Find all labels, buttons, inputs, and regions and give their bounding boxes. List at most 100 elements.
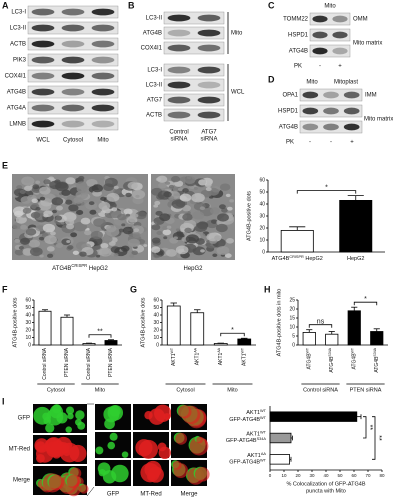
x-tick-label: Control siRNA — [86, 347, 92, 379]
blot-band — [167, 29, 191, 37]
y-tick-label: 20 — [153, 327, 159, 333]
red-signal — [34, 438, 49, 453]
y-tick-label: 40 — [259, 201, 265, 207]
texture — [113, 253, 119, 257]
texture — [55, 242, 64, 249]
superscript: WT — [260, 431, 267, 435]
texture — [73, 221, 87, 232]
y-tick-label: 30 — [259, 213, 265, 219]
column-header: Mito — [306, 80, 318, 86]
texture — [133, 228, 140, 233]
texture — [120, 245, 130, 252]
bar — [269, 454, 291, 465]
y-tick-label: 0 — [262, 249, 265, 255]
channel-label: GFP — [18, 416, 30, 422]
label-part: HepG2 — [347, 256, 364, 262]
texture — [182, 188, 189, 193]
texture — [44, 235, 57, 245]
texture — [95, 209, 102, 214]
texture — [60, 221, 65, 225]
x-tick-label: 50 — [337, 473, 343, 478]
x-tick-label: AKT1WT — [240, 347, 247, 366]
y-tick-label: 50 — [153, 305, 159, 311]
x-tick-label: PTEN siRNA — [108, 347, 114, 377]
significance-bracket — [353, 301, 378, 306]
blot-label: COX4I1 — [5, 74, 27, 80]
texture — [131, 189, 146, 200]
texture — [68, 204, 79, 212]
texture — [125, 213, 131, 217]
label-part: HepG2 — [87, 266, 108, 272]
label-part: ATG4B — [329, 356, 335, 373]
texture — [49, 180, 62, 190]
bar — [104, 340, 118, 346]
texture — [209, 207, 220, 215]
texture — [219, 204, 226, 210]
texture — [39, 186, 51, 195]
superscript: WT — [170, 347, 174, 353]
texture — [135, 211, 147, 220]
label-part: GFP-ATG4B — [229, 460, 260, 466]
x-tick-label: Control siRNA — [42, 347, 48, 379]
blot-band — [31, 56, 55, 64]
texture — [127, 181, 138, 190]
significance-bracket — [308, 324, 333, 328]
texture — [162, 229, 172, 236]
texture — [198, 179, 208, 186]
blot-band — [302, 107, 319, 115]
texture — [43, 210, 53, 217]
green-signal — [104, 418, 115, 430]
y-tick-label: 50 — [25, 305, 31, 311]
compartment-label: IMM — [365, 93, 377, 99]
texture — [132, 213, 139, 218]
texture — [100, 196, 107, 201]
pk-lane: - — [309, 140, 311, 146]
significance-bracket — [296, 190, 357, 194]
panel-letter: G — [130, 284, 137, 294]
texture — [215, 223, 228, 233]
blot-label: OPA1 — [282, 93, 298, 99]
blot-label: ATG4A — [7, 106, 26, 112]
blot-band — [167, 14, 191, 22]
red-signal — [144, 411, 153, 420]
group-label: Mito — [227, 387, 237, 393]
blot-band — [31, 24, 55, 32]
blot-label: ACTB — [146, 113, 162, 119]
blot-band — [31, 104, 55, 112]
y-tick-label: 10 — [153, 335, 159, 341]
superscript: CRISPR — [71, 263, 87, 268]
y-tick-label: 40 — [153, 312, 159, 318]
panel-letter: I — [2, 396, 5, 406]
red-signal — [196, 436, 203, 444]
x-tick-label: ATG4BWT — [350, 347, 357, 369]
column-header: Mito — [324, 4, 336, 10]
texture — [20, 196, 32, 204]
texture — [54, 215, 63, 221]
bar — [269, 432, 292, 444]
panel-letter: F — [2, 284, 8, 294]
texture — [32, 184, 40, 190]
texture — [19, 189, 26, 194]
y-tick-label: 20 — [289, 306, 295, 312]
bar — [213, 343, 228, 346]
blot-label: TOMM22 — [283, 17, 309, 23]
texture — [98, 201, 111, 210]
texture — [224, 253, 232, 258]
texture — [21, 176, 35, 186]
bar — [60, 316, 74, 346]
channel-label: Merge — [180, 492, 198, 498]
x-axis-title: puncta with Mito — [306, 488, 346, 494]
texture — [30, 211, 41, 219]
red-signal — [46, 441, 63, 458]
label-part: Control siRNA — [42, 347, 48, 379]
label-part: ATG4B — [307, 353, 313, 370]
significance: * — [364, 296, 367, 303]
texture — [15, 215, 27, 224]
blot-band — [61, 72, 85, 80]
label-part: AKT1 — [171, 353, 177, 366]
y-tick-label: GFP-ATG4BWT — [229, 416, 266, 423]
texture — [98, 247, 112, 257]
texture — [51, 209, 57, 214]
y-tick-label: 20 — [259, 225, 265, 231]
texture — [104, 177, 118, 188]
